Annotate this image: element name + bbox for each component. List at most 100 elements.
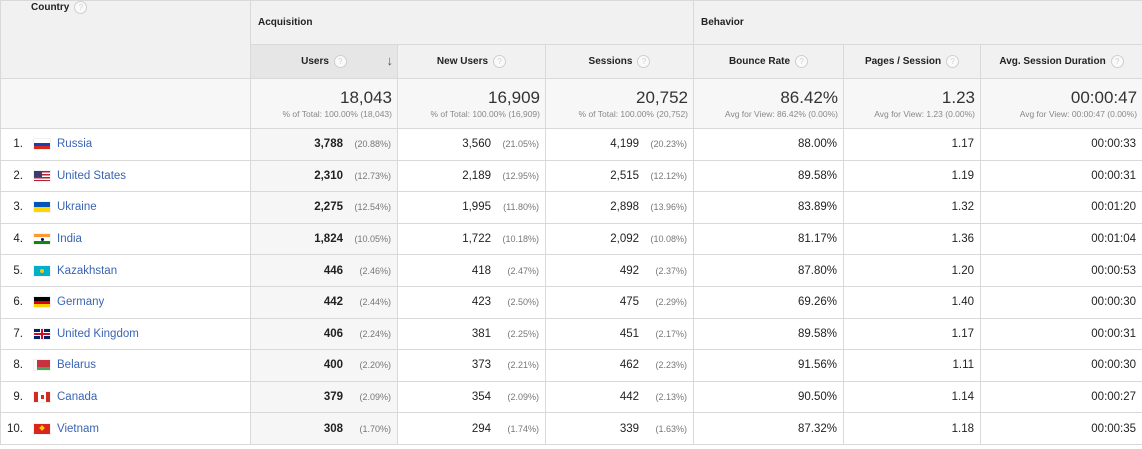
country-cell: 2. United States bbox=[0, 159, 251, 193]
table-row[interactable]: 10. Vietnam 308 (1.70%) 294 (1.74%) 339 (1.63%)… bbox=[0, 412, 1142, 445]
new-users-value: 381 bbox=[471, 327, 491, 340]
flag-kazakhstan-icon bbox=[34, 265, 50, 276]
sessions-value: 339 bbox=[619, 422, 640, 435]
flag-russia-icon bbox=[34, 139, 50, 150]
new-users-value: 418 bbox=[471, 264, 491, 277]
table-row[interactable]: 4. India 1,824 (10.05%) 1,722 (10.18%) 2,092 (1… bbox=[0, 222, 1142, 256]
users-percent: (10.05%) bbox=[354, 234, 391, 245]
country-link[interactable]: Canada bbox=[57, 391, 98, 404]
pages-session-cell: 1.19 bbox=[843, 159, 982, 193]
table-row[interactable]: 6. Germany 442 (2.44%) 423 (2.50%) 475 (2.29%) 6… bbox=[0, 285, 1142, 319]
bounce-rate-cell: 89.58% bbox=[693, 317, 845, 351]
sessions-value: 2,898 bbox=[610, 201, 640, 214]
country-link[interactable]: United States bbox=[57, 169, 127, 182]
flag-canada-icon bbox=[34, 392, 50, 403]
pages-session-cell: 1.32 bbox=[843, 191, 982, 224]
table-row[interactable]: 3. Ukraine 2,275 (12.54%) 1,995 (11.80%) 2,898… bbox=[0, 191, 1142, 224]
users-cell: 2,275 (12.54%) bbox=[250, 191, 398, 224]
flag-ukraine-icon bbox=[34, 202, 50, 213]
bounce-rate-cell: 87.32% bbox=[693, 412, 845, 445]
country-header[interactable]: Country? bbox=[0, 0, 251, 79]
total-avg-duration: 00:00:47 Avg for View: 00:00:47 (0.00%) bbox=[980, 78, 1142, 129]
users-header-label: Users bbox=[301, 56, 329, 68]
help-icon[interactable]: ? bbox=[637, 55, 651, 68]
new-users-value: 423 bbox=[471, 296, 491, 309]
help-icon[interactable]: ? bbox=[74, 1, 88, 14]
total-subtext: Avg for View: 1.23 (0.00%) bbox=[874, 109, 976, 119]
table-row[interactable]: 8. Belarus 400 (2.20%) 373 (2.21%) 462 (2.23%) 9… bbox=[0, 349, 1142, 382]
table-row[interactable]: 2. United States 2,310 (12.73%) 2,189 (12.95%… bbox=[0, 159, 1142, 193]
help-icon[interactable]: ? bbox=[333, 55, 347, 68]
help-icon[interactable]: ? bbox=[946, 55, 960, 68]
new-users-header[interactable]: New Users? bbox=[397, 44, 546, 79]
total-value: 86.42% bbox=[780, 88, 839, 107]
sessions-percent: (2.29%) bbox=[655, 297, 688, 308]
table-row[interactable]: 5. Kazakhstan 446 (2.46%) 418 (2.47%) 492 (2.37… bbox=[0, 254, 1142, 287]
country-link[interactable]: Germany bbox=[57, 296, 105, 309]
avg-duration-cell: 00:00:31 bbox=[980, 159, 1142, 193]
table-row[interactable]: 9. Canada 379 (2.09%) 354 (2.09%) 442 (2.13%) 90… bbox=[0, 380, 1142, 414]
users-cell: 400 (2.20%) bbox=[250, 349, 398, 382]
flag-india-icon bbox=[34, 234, 50, 245]
total-subtext: % of Total: 100.00% (18,043) bbox=[282, 109, 392, 119]
sessions-value: 442 bbox=[619, 391, 640, 404]
users-percent: (2.20%) bbox=[359, 360, 391, 371]
country-link[interactable]: United Kingdom bbox=[57, 327, 139, 340]
avg-duration-cell: 00:00:30 bbox=[980, 349, 1142, 382]
users-value: 446 bbox=[323, 264, 343, 277]
new-users-cell: 381 (2.25%) bbox=[397, 317, 546, 351]
country-link[interactable]: Kazakhstan bbox=[57, 264, 118, 277]
new-users-cell: 354 (2.09%) bbox=[397, 380, 546, 414]
new-users-percent: (12.95%) bbox=[502, 170, 539, 181]
country-link[interactable]: Ukraine bbox=[57, 201, 97, 214]
totals-label-cell bbox=[0, 78, 251, 129]
country-cell: 7. United Kingdom bbox=[0, 317, 251, 351]
users-header[interactable]: Users? ↓ bbox=[250, 44, 398, 79]
sessions-percent: (10.08%) bbox=[650, 234, 688, 245]
row-index: 2. bbox=[13, 169, 23, 182]
new-users-percent: (11.80%) bbox=[503, 202, 539, 213]
help-icon[interactable]: ? bbox=[795, 55, 809, 68]
users-percent: (2.24%) bbox=[359, 328, 391, 339]
avg-duration-header[interactable]: Avg. Session Duration? bbox=[980, 44, 1142, 79]
users-value: 2,310 bbox=[314, 169, 343, 182]
country-cell: 10. Vietnam bbox=[0, 412, 251, 445]
users-cell: 442 (2.44%) bbox=[250, 285, 398, 319]
sessions-header[interactable]: Sessions? bbox=[544, 44, 695, 79]
avg-duration-cell: 00:01:20 bbox=[980, 191, 1142, 224]
sessions-value: 462 bbox=[619, 359, 640, 372]
table-row[interactable]: 1. Russia 3,788 (20.88%) 3,560 (21.05%) 4,199 (… bbox=[0, 128, 1142, 161]
bounce-rate-header[interactable]: Bounce Rate? bbox=[693, 44, 845, 79]
new-users-value: 1,722 bbox=[462, 233, 491, 246]
pages-session-header[interactable]: Pages / Session? bbox=[843, 44, 982, 79]
users-cell: 3,788 (20.88%) bbox=[250, 128, 398, 161]
flag-belarus-icon bbox=[34, 360, 50, 371]
pages-session-cell: 1.17 bbox=[843, 317, 982, 351]
users-value: 379 bbox=[323, 391, 343, 404]
country-link[interactable]: Russia bbox=[57, 138, 93, 151]
users-percent: (2.46%) bbox=[359, 265, 391, 276]
sessions-value: 475 bbox=[619, 296, 640, 309]
users-value: 1,824 bbox=[314, 233, 343, 246]
total-users: 18,043 % of Total: 100.00% (18,043) bbox=[250, 78, 398, 129]
total-value: 20,752 bbox=[636, 88, 689, 107]
row-index: 8. bbox=[13, 359, 23, 372]
row-index: 5. bbox=[13, 264, 23, 277]
sort-descending-icon[interactable]: ↓ bbox=[386, 53, 394, 68]
sessions-header-label: Sessions bbox=[588, 56, 633, 68]
avg-duration-cell: 00:01:04 bbox=[980, 222, 1142, 256]
help-icon[interactable]: ? bbox=[493, 55, 507, 68]
pages-session-cell: 1.20 bbox=[843, 254, 982, 287]
table-row[interactable]: 7. United Kingdom 406 (2.24%) 381 (2.25%) 451 (… bbox=[0, 317, 1142, 351]
country-link[interactable]: Vietnam bbox=[57, 422, 99, 435]
users-cell: 2,310 (12.73%) bbox=[250, 159, 398, 193]
sessions-cell: 2,898 (13.96%) bbox=[544, 191, 695, 224]
pages-session-cell: 1.18 bbox=[843, 412, 982, 445]
avg-duration-header-label: Avg. Session Duration bbox=[999, 56, 1106, 68]
country-link[interactable]: Belarus bbox=[57, 359, 96, 372]
help-icon[interactable]: ? bbox=[1110, 55, 1124, 68]
new-users-percent: (2.09%) bbox=[507, 392, 539, 403]
avg-duration-cell: 00:00:31 bbox=[980, 317, 1142, 351]
country-cell: 5. Kazakhstan bbox=[0, 254, 251, 287]
country-link[interactable]: India bbox=[57, 233, 82, 246]
